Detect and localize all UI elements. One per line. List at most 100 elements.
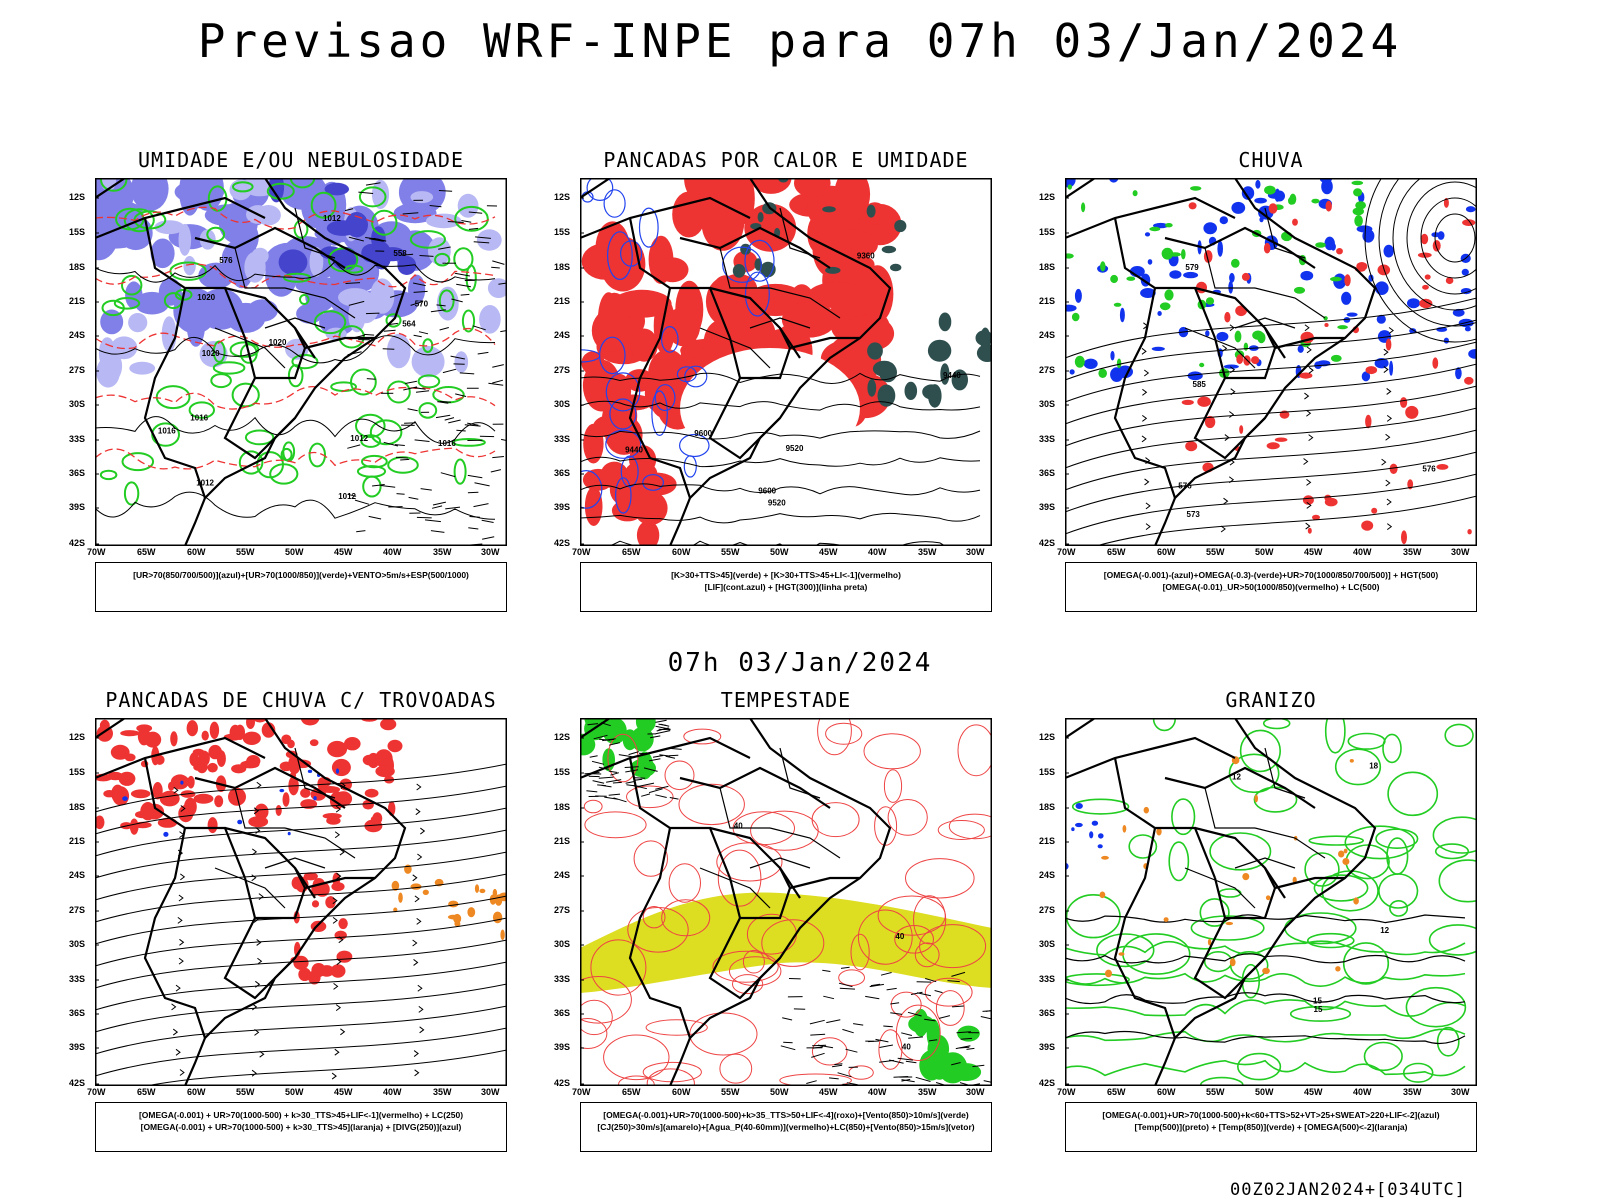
precipitable-water-contour xyxy=(584,811,647,839)
instability-area xyxy=(781,301,837,338)
thunderstorm-area xyxy=(186,720,198,737)
streamline-arrow xyxy=(252,1003,258,1011)
rain-area xyxy=(1419,298,1433,309)
humidity-low-contour xyxy=(206,226,226,243)
height-300-contour xyxy=(580,372,981,384)
omega-strong-area xyxy=(1351,180,1364,186)
latitude-label: 27S xyxy=(69,905,86,915)
rain-area xyxy=(1365,366,1378,375)
latitude-label: 33S xyxy=(69,974,86,984)
humidity-low-contour xyxy=(386,380,411,404)
legend-line: [K>30+TTS>45](verde) + [K>30+TTS>45+LI<-… xyxy=(671,570,901,580)
temp-500-contour xyxy=(1065,1030,1466,1045)
humidity-low-contour xyxy=(308,442,327,468)
longitude-label: 55W xyxy=(721,1087,740,1097)
k-tts-orange-area xyxy=(422,889,429,895)
latitude-label: 15S xyxy=(1039,767,1056,777)
wind-vector xyxy=(655,794,667,798)
omega-area xyxy=(1217,240,1223,257)
contour-label: 573 xyxy=(1187,510,1201,519)
precipitable-water-contour xyxy=(732,974,764,995)
latitude-label: 15S xyxy=(1039,227,1056,237)
temp-850-contour xyxy=(1065,1059,1466,1077)
omega-strong-area xyxy=(1330,354,1342,362)
panel-2: PANCADAS POR CALOR E UMIDADE 9600 9520 9440… xyxy=(554,148,1060,628)
wind-vector xyxy=(665,755,676,759)
streamline-arrow xyxy=(414,1069,420,1077)
streamline-arrow xyxy=(1222,344,1228,352)
wind-vector xyxy=(420,488,432,491)
humidity-upper-area xyxy=(134,291,170,315)
instability-area xyxy=(807,282,867,309)
thunderstorm-area xyxy=(246,718,255,729)
wind-850-area xyxy=(602,718,627,745)
temp-850-contour xyxy=(1342,942,1390,985)
wind-vector xyxy=(880,972,892,976)
humidity-low-contour xyxy=(155,385,191,410)
omega-500-area xyxy=(1207,938,1212,946)
wind-vector xyxy=(439,327,449,331)
streamline-arrow xyxy=(251,1069,257,1077)
streamline-arrow xyxy=(1306,478,1312,486)
streamline-arrow xyxy=(1145,502,1151,510)
thunderstorm-area xyxy=(189,752,200,767)
streamline-arrow xyxy=(331,1072,337,1080)
temp-850-contour xyxy=(1065,999,1466,1017)
temp-850-contour xyxy=(1209,832,1272,871)
wind-vector xyxy=(451,298,463,303)
wind-vector xyxy=(363,333,375,336)
pressure-contour xyxy=(95,491,496,520)
latitude-label: 21S xyxy=(554,836,571,846)
temp-850-contour xyxy=(1229,950,1269,980)
streamline-arrow xyxy=(1306,409,1312,417)
country-border xyxy=(223,337,296,460)
wind-vector xyxy=(656,727,669,732)
contour-label: 9520 xyxy=(786,444,804,453)
legend-line: [UR>70(850/700/500)](azul)+[UR>70(1000/8… xyxy=(133,570,469,580)
omega-area xyxy=(1330,242,1336,251)
precipitable-water-contour xyxy=(905,858,975,899)
humidity-low-contour xyxy=(287,364,304,388)
instability-area xyxy=(581,243,628,280)
omega-area xyxy=(1187,371,1203,381)
precipitable-water-contour xyxy=(583,799,603,814)
wind-vector xyxy=(669,754,679,757)
longitude-label: 35W xyxy=(918,547,937,557)
wind-vector xyxy=(587,723,599,726)
wind-vector xyxy=(598,738,611,741)
weather-map: 9600 9520 9440 9360 9600 9520 9440 xyxy=(580,178,992,546)
latitude-label: 33S xyxy=(1039,974,1056,984)
temp-850-contour xyxy=(1313,874,1369,902)
latitude-label: 12S xyxy=(554,192,571,202)
wind-vector xyxy=(365,182,381,186)
wind-vector xyxy=(838,982,853,988)
country-border xyxy=(1113,827,1177,1039)
streamline-arrow xyxy=(336,872,342,880)
humidity-low-contour xyxy=(100,178,128,192)
humidity-upper-area-dark xyxy=(326,220,358,236)
wind-vector xyxy=(469,516,480,518)
streamline-arrow xyxy=(1306,501,1312,509)
omega-500-area xyxy=(1353,897,1359,905)
panel-title: CHUVA xyxy=(1238,148,1304,172)
wind-vector xyxy=(365,237,380,240)
wind-vector xyxy=(431,505,443,509)
latitude-label: 18S xyxy=(69,802,86,812)
country-border xyxy=(224,286,316,359)
wind-vector xyxy=(822,969,831,972)
omega-area xyxy=(1407,298,1420,309)
thunderstorm-area xyxy=(338,918,348,930)
wind-vector xyxy=(347,493,357,497)
precipitable-water-contour xyxy=(895,1004,941,1061)
instability-area xyxy=(794,178,831,198)
precipitable-water-contour xyxy=(590,939,647,996)
wind-vector xyxy=(592,780,605,784)
legend-box: [OMEGA(-0.001)-(azul)+OMEGA(-0.3)-(verde… xyxy=(1065,562,1477,612)
omega-500-area xyxy=(1101,855,1109,860)
thickness-contour xyxy=(95,327,496,350)
wind-vector xyxy=(669,797,679,800)
wind-vector xyxy=(414,387,426,390)
omega-strong-area xyxy=(1352,207,1364,216)
wind-vector xyxy=(869,983,884,988)
wind-vector xyxy=(468,227,479,230)
